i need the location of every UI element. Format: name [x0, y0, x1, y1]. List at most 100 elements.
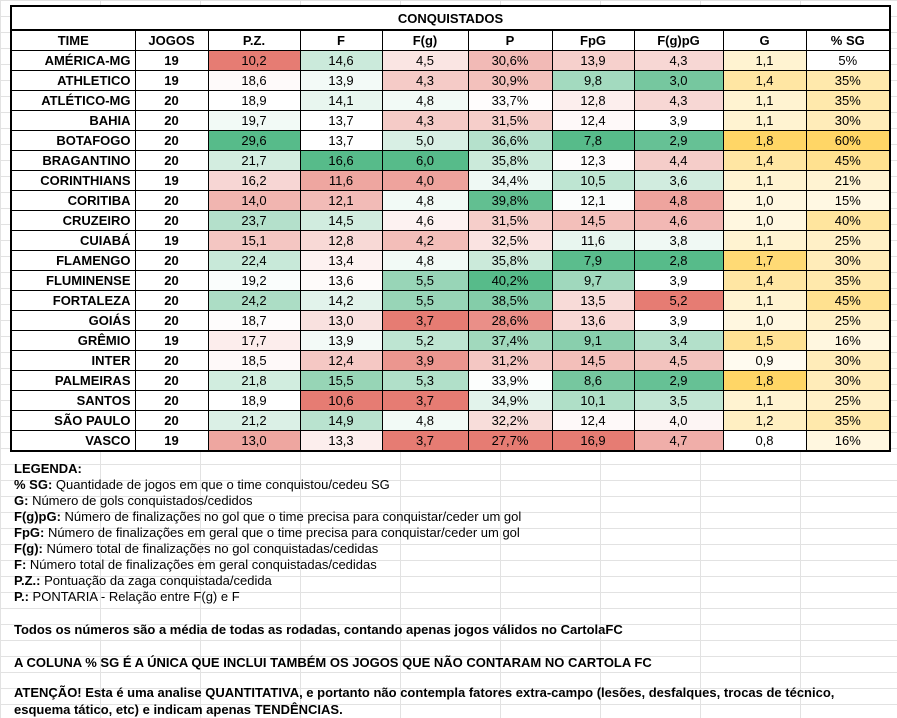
team-name-cell: VASCO	[10, 430, 136, 452]
legend-description: PONTARIA - Relação entre F(g) e F	[28, 589, 240, 604]
fgpg-cell: 2,9	[633, 130, 724, 151]
fgpg-cell: 3,0	[633, 70, 724, 91]
column-header: P.Z.	[207, 29, 301, 51]
sg-cell: 5%	[805, 50, 891, 71]
p-cell: 37,4%	[467, 330, 553, 351]
sg-cell: 25%	[805, 310, 891, 331]
pz-cell: 18,5	[207, 350, 301, 371]
fg-cell: 3,7	[381, 310, 469, 331]
legend-item: G: Número de gols conquistados/cedidos	[14, 493, 521, 509]
g-cell: 0,9	[722, 350, 807, 371]
pz-cell: 18,7	[207, 310, 301, 331]
sg-cell: 30%	[805, 110, 891, 131]
sg-cell: 45%	[805, 150, 891, 171]
g-cell: 1,0	[722, 190, 807, 211]
g-cell: 1,4	[722, 70, 807, 91]
team-name-cell: CORITIBA	[10, 190, 136, 211]
team-name-cell: CORINTHIANS	[10, 170, 136, 191]
fg-cell: 4,8	[381, 190, 469, 211]
table-row: CRUZEIRO 20 23,7 14,5 4,6 31,5% 14,5 4,6 1,0 40%	[10, 210, 891, 231]
fgpg-cell: 4,4	[633, 150, 724, 171]
fgpg-cell: 4,6	[633, 210, 724, 231]
p-cell: 34,9%	[467, 390, 553, 411]
legend-description: Número total de finalizações no gol conq…	[42, 541, 379, 556]
p-cell: 33,9%	[467, 370, 553, 391]
f-cell: 10,6	[299, 390, 383, 411]
legend-key: F:	[14, 557, 27, 572]
pz-cell: 15,1	[207, 230, 301, 251]
table-row: SANTOS 20 18,9 10,6 3,7 34,9% 10,1 3,5 1,1 25%	[10, 390, 891, 411]
g-cell: 1,1	[722, 90, 807, 111]
legend-items: % SG: Quantidade de jogos em que o time …	[14, 477, 521, 605]
games-cell: 20	[134, 210, 209, 231]
fg-cell: 4,0	[381, 170, 469, 191]
sg-cell: 30%	[805, 250, 891, 271]
fpg-cell: 9,7	[551, 270, 635, 291]
sg-cell: 25%	[805, 390, 891, 411]
team-name-cell: AMÉRICA-MG	[10, 50, 136, 71]
g-cell: 1,5	[722, 330, 807, 351]
column-header: P	[467, 29, 553, 51]
games-cell: 19	[134, 50, 209, 71]
f-cell: 14,2	[299, 290, 383, 311]
pz-cell: 29,6	[207, 130, 301, 151]
legend-key: P.:	[14, 589, 29, 604]
legend-item: FpG: Número de finalizações em geral que…	[14, 525, 521, 541]
legend-item: F(g): Número total de finalizações no go…	[14, 541, 521, 557]
f-cell: 12,8	[299, 230, 383, 251]
fgpg-cell: 2,9	[633, 370, 724, 391]
table-row: BRAGANTINO 20 21,7 16,6 6,0 35,8% 12,3 4,4 1,4 45…	[10, 150, 891, 171]
f-cell: 14,6	[299, 50, 383, 71]
p-cell: 39,8%	[467, 190, 553, 211]
fpg-cell: 12,4	[551, 110, 635, 131]
table-row: CORINTHIANS 19 16,2 11,6 4,0 34,4% 10,5 3,6 1,1 2…	[10, 170, 891, 191]
legend-item: F: Número total de finalizações em geral…	[14, 557, 521, 573]
legend-description: Quantidade de jogos em que o time conqui…	[52, 477, 390, 492]
team-name-cell: BRAGANTINO	[10, 150, 136, 171]
sg-cell: 30%	[805, 370, 891, 391]
team-name-cell: CRUZEIRO	[10, 210, 136, 231]
sg-cell: 25%	[805, 230, 891, 251]
fgpg-cell: 2,8	[633, 250, 724, 271]
sg-cell: 35%	[805, 410, 891, 431]
sg-cell: 60%	[805, 130, 891, 151]
p-cell: 27,7%	[467, 430, 553, 452]
fpg-cell: 12,3	[551, 150, 635, 171]
table-row: BAHIA 20 19,7 13,7 4,3 31,5% 12,4 3,9 1,1 30%	[10, 110, 891, 131]
sg-cell: 40%	[805, 210, 891, 231]
legend-key: FpG:	[14, 525, 45, 540]
team-name-cell: ATHLETICO	[10, 70, 136, 91]
legend-key: F(g)pG:	[14, 509, 61, 524]
f-cell: 13,7	[299, 130, 383, 151]
g-cell: 1,1	[722, 110, 807, 131]
team-name-cell: BAHIA	[10, 110, 136, 131]
g-cell: 0,8	[722, 430, 807, 452]
table-row: SÃO PAULO 20 21,2 14,9 4,8 32,2% 12,4 4,0 1,2 35%	[10, 410, 891, 431]
team-name-cell: BOTAFOGO	[10, 130, 136, 151]
games-cell: 20	[134, 350, 209, 371]
g-cell: 1,4	[722, 150, 807, 171]
p-cell: 36,6%	[467, 130, 553, 151]
g-cell: 1,1	[722, 170, 807, 191]
fpg-cell: 7,8	[551, 130, 635, 151]
fg-cell: 4,5	[381, 50, 469, 71]
team-name-cell: CUIABÁ	[10, 230, 136, 251]
fpg-cell: 10,1	[551, 390, 635, 411]
fpg-cell: 14,5	[551, 350, 635, 371]
fpg-cell: 11,6	[551, 230, 635, 251]
f-cell: 12,1	[299, 190, 383, 211]
g-cell: 1,8	[722, 130, 807, 151]
p-cell: 32,5%	[467, 230, 553, 251]
column-header: F(g)pG	[633, 29, 724, 51]
games-cell: 19	[134, 170, 209, 191]
fgpg-cell: 4,0	[633, 410, 724, 431]
fgpg-cell: 4,5	[633, 350, 724, 371]
team-name-cell: FLAMENGO	[10, 250, 136, 271]
fgpg-cell: 3,9	[633, 310, 724, 331]
p-cell: 35,8%	[467, 150, 553, 171]
p-cell: 34,4%	[467, 170, 553, 191]
column-header: JOGOS	[134, 29, 209, 51]
sg-cell: 45%	[805, 290, 891, 311]
table-row: CUIABÁ 19 15,1 12,8 4,2 32,5% 11,6 3,8 1,1 25%	[10, 230, 891, 251]
table-header-row: TIME JOGOS P.Z. F F(g) P FpG F(g)pG G% SG	[10, 29, 891, 51]
